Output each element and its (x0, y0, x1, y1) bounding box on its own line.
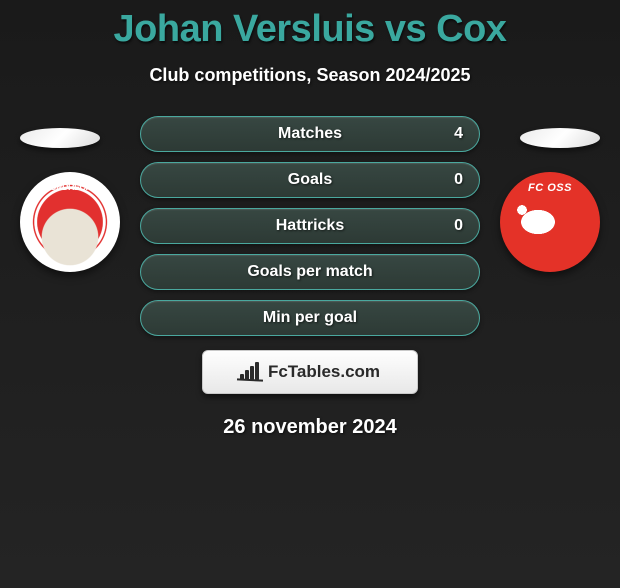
club-badge-right: FC OSS (500, 172, 600, 272)
stat-rows: Matches 4 Goals 0 Hattricks 0 Goals per … (140, 116, 480, 336)
brand-text: FcTables.com (268, 362, 380, 382)
page-subtitle: Club competitions, Season 2024/2025 (0, 65, 620, 86)
stat-gpm-label: Goals per match (247, 263, 372, 281)
comparison-panel: DORDRECHT FC OSS Matches 4 Goals 0 Hattr… (0, 116, 620, 439)
stat-row-goals-per-match: Goals per match (140, 254, 480, 290)
player-avatar-right (520, 128, 600, 148)
bars-icon (240, 364, 262, 380)
bull-icon (508, 200, 570, 246)
club-name-right: FC OSS (500, 182, 600, 194)
stat-goals-right: 0 (454, 171, 463, 189)
stat-hattricks-right: 0 (454, 217, 463, 235)
club-name-left: DORDRECHT (20, 182, 120, 192)
stat-matches-right: 4 (454, 125, 463, 143)
stat-mpg-label: Min per goal (263, 309, 357, 327)
stat-matches-label: Matches (278, 125, 342, 143)
stat-hattricks-label: Hattricks (276, 217, 344, 235)
player-avatar-left (20, 128, 100, 148)
stat-row-matches: Matches 4 (140, 116, 480, 152)
stat-goals-label: Goals (288, 171, 332, 189)
brand-panel[interactable]: FcTables.com (202, 350, 418, 394)
stat-row-min-per-goal: Min per goal (140, 300, 480, 336)
date-text: 26 november 2024 (0, 416, 620, 439)
page-title: Johan Versluis vs Cox (0, 8, 620, 51)
stat-row-hattricks: Hattricks 0 (140, 208, 480, 244)
club-badge-left: DORDRECHT (20, 172, 120, 272)
stat-row-goals: Goals 0 (140, 162, 480, 198)
